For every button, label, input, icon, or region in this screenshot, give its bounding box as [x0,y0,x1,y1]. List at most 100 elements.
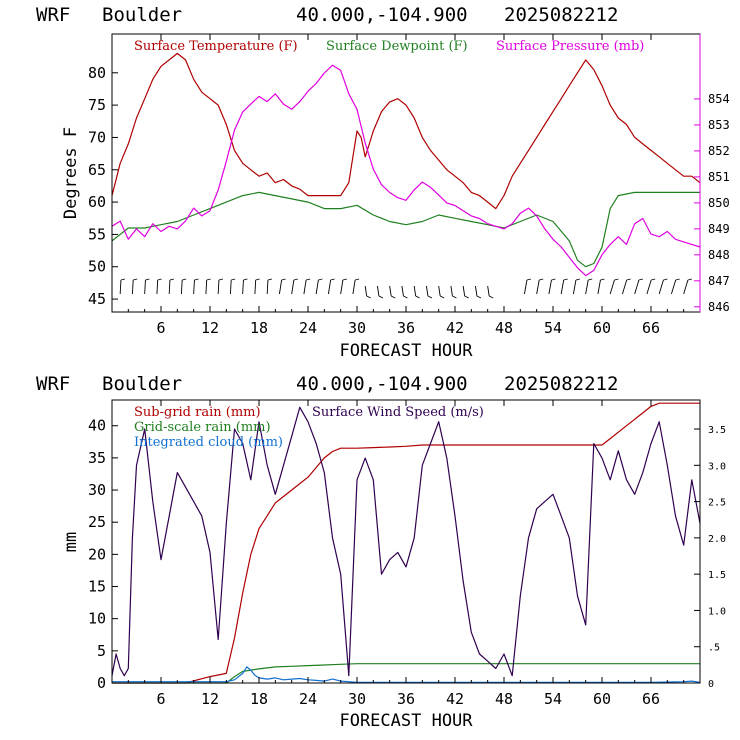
y-right-tick-label: 851 [708,170,730,184]
x-tick-label: 48 [495,319,513,337]
wind-barb [389,285,392,297]
wind-barb [376,285,380,297]
wind-barb [327,279,332,295]
legend-wind-speed-label: Surface Wind Speed (m/s) [312,405,484,420]
wind-barb-flag [539,278,544,281]
wind-barb-flag [355,278,360,281]
header-coords: 40.000,-104.900 [296,4,468,26]
wind-barb [364,285,368,297]
y-left-tick-label: 80 [88,64,106,82]
y-left-tick-label: 25 [88,513,106,531]
header-model: WRF [36,4,70,26]
y-right-tick-label: 847 [708,274,730,288]
x-tick-label: 60 [593,319,611,337]
wind-barb-flag [663,278,668,281]
x-tick-label: 12 [201,690,219,708]
wind-barb-flag [194,278,199,281]
wind-barb [585,279,589,295]
wind-barb [462,285,466,297]
y-right-tick-label: 1.5 [708,570,726,581]
x-axis-label-temperature: FORECAST HOUR [339,341,473,361]
wind-barb [254,279,257,295]
wind-barb-flag [133,278,138,281]
x-tick-label: 30 [348,690,366,708]
y-axis-left-ticks-temperature: 45 50 55 60 65 70 75 80 [88,64,118,308]
wind-barb-flag [488,295,494,299]
header-station: Boulder [102,373,182,395]
x-tick-label: 66 [642,319,660,337]
x-tick-label: 6 [156,690,165,708]
wind-barb [425,285,429,297]
wind-barb-flag [427,295,433,299]
wind-barb [474,285,478,297]
wind-barb [291,279,295,295]
wind-barb [315,279,319,295]
chart-precip-panel: WRF Boulder 40.000,-104.900 2025082212 S… [36,373,726,731]
header-run: 2025082212 [504,373,618,395]
wind-barb [401,285,404,297]
x-axis-label-precip: FORECAST HOUR [339,711,473,731]
wind-barb [352,279,356,295]
wind-barb-flag [218,278,224,281]
wind-barb-flag [243,278,248,281]
wind-barb-flag [231,278,236,281]
legend-temperature-label: Surface Temperature (F) [134,39,298,54]
wind-barb [131,279,134,295]
wind-barb [242,279,244,295]
wind-barb-flag [588,278,593,281]
x-tick-label: 18 [250,690,268,708]
y-right-tick-label: .5 [708,643,720,654]
wind-barb [438,285,441,297]
wind-barb-flag [342,278,347,281]
header-coords: 40.000,-104.900 [296,373,468,395]
series-line-surface-wind-speed-m-s [111,406,701,677]
wind-barb-flag [206,278,211,281]
wind-barb-flag [255,278,260,281]
y-left-tick-label: 30 [88,481,106,499]
wind-barb-flag [415,295,420,299]
y-left-tick-label: 60 [88,193,106,211]
legend-subgrid-rain-label: Sub-grid rain (mm) [134,405,261,420]
wind-barb-flag [390,295,396,299]
wind-barb-flag [651,278,656,281]
wind-barb [450,285,453,297]
wind-barb [193,279,195,295]
y-left-tick-label: 75 [88,96,106,114]
y-left-tick-label: 70 [88,128,106,146]
x-axis-ticks-precip: 6 12 18 24 30 36 42 48 54 60 66 [127,400,685,708]
wind-barb [646,279,652,295]
wind-barb [303,279,307,295]
y-axis-label-precip: mm [61,532,81,552]
wind-barb [229,279,232,295]
wind-barb-flag [366,295,371,299]
y-right-tick-label: 849 [708,222,730,236]
y-right-tick-label: 853 [708,118,730,132]
y-left-tick-label: 0 [97,674,106,692]
series-line-surface-pressure-mb [111,64,701,277]
wind-barb-flag [439,295,445,299]
legend-temperature: Surface Temperature (F) Surface Dewpoint… [134,39,644,54]
wind-barb-flag [120,278,126,281]
y-left-tick-label: 5 [97,642,106,660]
wind-barb-flag [330,278,335,281]
legend-pressure-label: Surface Pressure (mb) [496,39,644,54]
y-left-tick-label: 65 [88,161,106,179]
wind-barb [523,279,528,295]
wind-barb [340,279,344,295]
x-tick-label: 24 [299,690,317,708]
wind-barb [621,279,628,295]
y-left-tick-label: 55 [88,225,106,243]
x-tick-label: 30 [348,319,366,337]
wind-barb-flag [403,295,408,299]
x-tick-label: 66 [642,690,660,708]
x-tick-label: 60 [593,690,611,708]
legend-precip: Sub-grid rain (mm) Surface Wind Speed (m… [134,405,484,450]
wind-barb-flag [318,278,323,281]
wind-barb-flag [563,278,568,281]
wind-barb-flag [157,278,162,281]
legend-gridscale-rain-label: Grid-scale rain (mm) [134,420,271,435]
header-run: 2025082212 [504,4,618,26]
wind-barb-flag [575,278,581,281]
wind-barb [205,279,208,295]
